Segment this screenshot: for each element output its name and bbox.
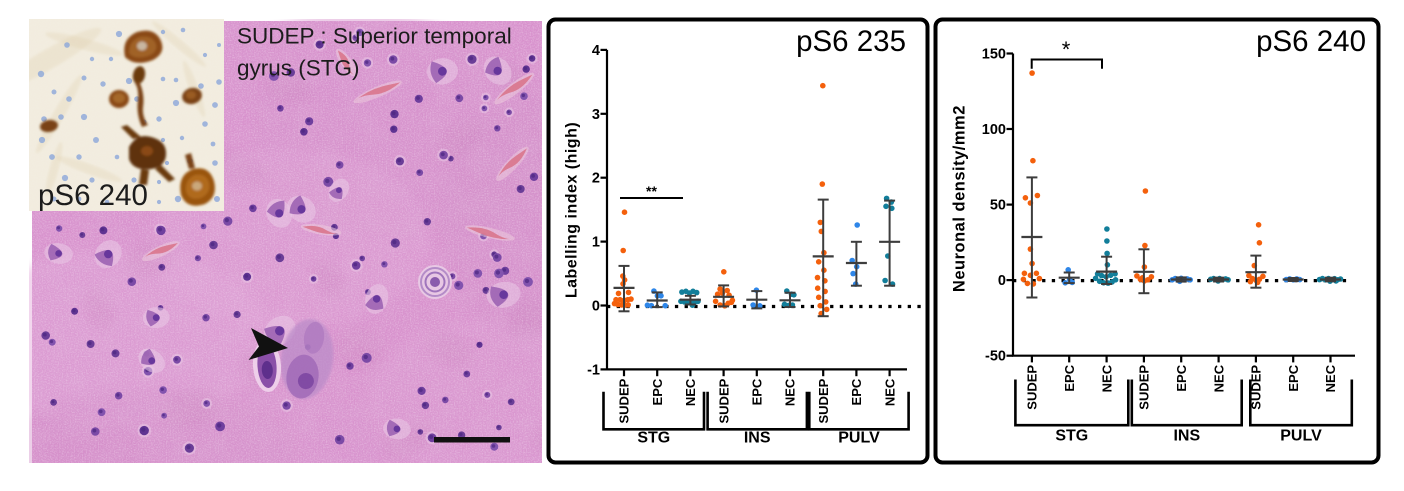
svg-text:NEC: NEC [683, 378, 698, 406]
svg-text:Labelling index (high): Labelling index (high) [564, 122, 581, 298]
svg-text:0: 0 [592, 299, 600, 315]
svg-text:SUDEP: SUDEP [816, 378, 831, 423]
svg-text:-1: -1 [587, 362, 600, 378]
svg-text:-50: -50 [985, 349, 1006, 365]
svg-text:SUDEP: SUDEP [1025, 365, 1040, 410]
svg-text:NEC: NEC [1323, 364, 1338, 392]
svg-text:0: 0 [998, 273, 1006, 289]
svg-text:4: 4 [592, 43, 600, 59]
svg-text:INS: INS [1173, 428, 1200, 445]
svg-text:SUDEP: SUDEP [716, 378, 731, 423]
svg-text:STG: STG [637, 430, 670, 447]
svg-text:NEC: NEC [1099, 364, 1114, 392]
svg-text:EPC: EPC [849, 378, 864, 405]
svg-text:*: * [1062, 37, 1071, 62]
svg-text:NEC: NEC [882, 378, 897, 406]
svg-text:1: 1 [592, 235, 600, 251]
svg-text:Neuronal density/mm2: Neuronal density/mm2 [950, 105, 968, 292]
svg-text:PULV: PULV [838, 430, 880, 447]
svg-text:EPC: EPC [1062, 364, 1077, 391]
svg-text:pS6 235: pS6 235 [796, 25, 906, 58]
svg-text:EPC: EPC [750, 378, 765, 405]
svg-text:SUDEP: SUDEP [1249, 365, 1264, 410]
svg-text:NEC: NEC [1211, 364, 1226, 392]
svg-text:pS6 240: pS6 240 [38, 179, 148, 212]
svg-text:pS6 240: pS6 240 [1256, 25, 1366, 58]
svg-text:STG: STG [1055, 428, 1088, 445]
svg-text:50: 50 [990, 198, 1006, 214]
svg-text:EPC: EPC [650, 378, 665, 405]
svg-text:EPC: EPC [1286, 364, 1301, 391]
svg-text:SUDEP: SUDEP [1137, 365, 1152, 410]
svg-text:NEC: NEC [783, 378, 798, 406]
svg-text:INS: INS [744, 430, 771, 447]
svg-text:SUDEP : Superior temporal: SUDEP : Superior temporal [237, 23, 512, 48]
svg-text:3: 3 [592, 107, 600, 123]
svg-text:gyrus (STG): gyrus (STG) [237, 55, 360, 80]
svg-text:**: ** [646, 183, 657, 199]
svg-text:EPC: EPC [1174, 364, 1189, 391]
svg-text:150: 150 [982, 47, 1006, 63]
svg-text:PULV: PULV [1280, 428, 1322, 445]
svg-text:2: 2 [592, 171, 600, 187]
svg-text:SUDEP: SUDEP [617, 378, 632, 423]
svg-text:100: 100 [982, 122, 1006, 138]
